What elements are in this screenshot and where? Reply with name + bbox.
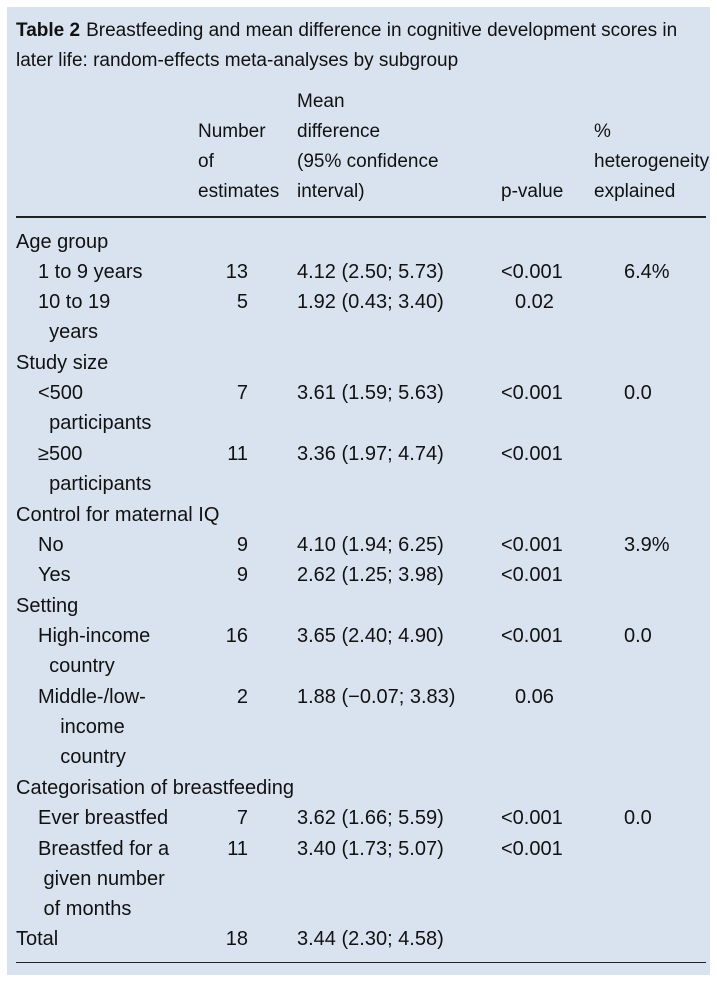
row-mean-difference: 4.12 (2.50; 5.73) [297, 261, 444, 283]
row-heterogeneity: 0.0 [624, 807, 652, 829]
row-mean-difference: 4.10 (1.94; 6.25) [297, 534, 444, 556]
row-p-value: 0.02 [515, 291, 554, 313]
row-number: 13 [225, 261, 248, 283]
row-mean-difference: 3.36 (1.97; 4.74) [297, 443, 444, 465]
row-p-value: <0.001 [501, 382, 563, 404]
row-label: 1 to 9 years [38, 261, 143, 283]
row-total-label: Total [16, 928, 59, 950]
row-number: 7 [236, 382, 248, 404]
group-maternal-iq: Control for maternal IQ [16, 504, 220, 526]
row-heterogeneity: 0.0 [624, 382, 652, 404]
row-total-mean-difference: 3.44 (2.30; 4.58) [297, 928, 444, 950]
row-p-value: <0.001 [501, 443, 563, 465]
row-heterogeneity: 3.9% [624, 534, 670, 556]
row-label: ≥500 participants [38, 443, 152, 495]
row-heterogeneity: 6.4% [624, 261, 670, 283]
row-p-value: <0.001 [501, 261, 563, 283]
row-label: Ever breastfed [38, 807, 169, 829]
row-label: High-income country [38, 625, 151, 677]
row-label: 10 to 19 years [38, 291, 111, 343]
group-age: Age group [16, 231, 109, 253]
row-mean-difference: 3.65 (2.40; 4.90) [297, 625, 444, 647]
row-number: 16 [225, 625, 248, 647]
row-mean-difference: 1.88 (−0.07; 3.83) [297, 686, 456, 708]
row-heterogeneity: 0.0 [624, 625, 652, 647]
table-caption: Table 2 Breastfeeding and mean difference… [16, 16, 706, 76]
group-setting: Setting [16, 595, 79, 617]
table-panel: Table 2 Breastfeeding and mean difference… [7, 7, 710, 975]
row-number: 11 [227, 443, 248, 465]
row-mean-difference: 2.62 (1.25; 3.98) [297, 564, 444, 586]
row-label: Middle-/low- income country [38, 686, 146, 768]
row-mean-difference: 3.62 (1.66; 5.59) [297, 807, 444, 829]
row-label: Breastfed for a given number of months [38, 838, 170, 920]
row-p-value: <0.001 [501, 564, 563, 586]
row-number: 5 [236, 291, 248, 313]
row-number: 11 [227, 838, 248, 860]
row-label: <500 participants [38, 382, 152, 434]
row-p-value: 0.06 [515, 686, 554, 708]
row-mean-difference: 3.61 (1.59; 5.63) [297, 382, 444, 404]
row-p-value: <0.001 [501, 807, 563, 829]
row-label: Yes [38, 564, 71, 586]
row-number: 9 [236, 564, 248, 586]
row-p-value: <0.001 [501, 838, 563, 860]
table-title: Breastfeeding and mean difference in cog… [16, 20, 678, 71]
header-mean-difference: Mean difference (95% confidence interval… [297, 91, 439, 202]
table-label: Table 2 [16, 20, 81, 41]
header-p-value: p-value [501, 181, 564, 202]
row-mean-difference: 1.92 (0.43; 3.40) [297, 291, 444, 313]
group-study-size: Study size [16, 352, 109, 374]
row-number: 2 [236, 686, 248, 708]
row-label: No [38, 534, 64, 556]
row-p-value: <0.001 [501, 625, 563, 647]
header-rule [16, 216, 706, 218]
row-mean-difference: 3.40 (1.73; 5.07) [297, 838, 444, 860]
bottom-rule [16, 962, 706, 963]
row-number: 9 [236, 534, 248, 556]
header-number-of-estimates: Number of estimates [198, 121, 280, 202]
row-p-value: <0.001 [501, 534, 563, 556]
group-categorisation: Categorisation of breastfeeding [16, 777, 294, 799]
row-total-number: 18 [225, 928, 248, 950]
header-heterogeneity: % heterogeneity explained [594, 121, 710, 202]
row-number: 7 [236, 807, 248, 829]
